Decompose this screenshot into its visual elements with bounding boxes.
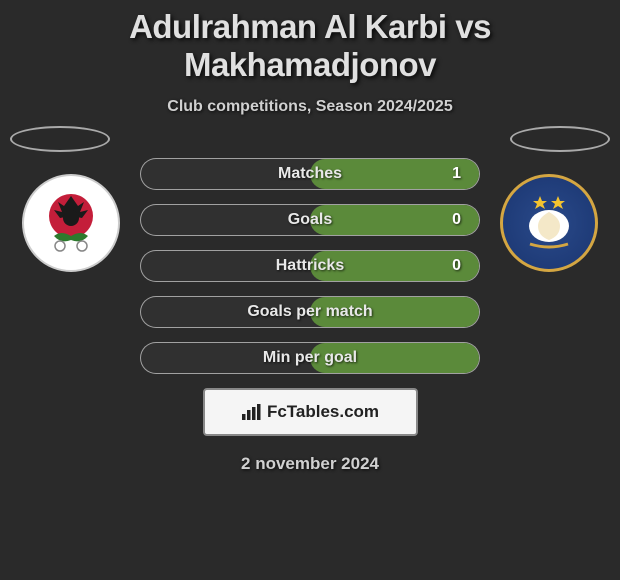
brand-label: FcTables.com bbox=[267, 402, 379, 422]
brand-badge: FcTables.com bbox=[203, 388, 418, 436]
stat-row-matches: Matches 1 bbox=[140, 158, 480, 190]
stat-value-right: 1 bbox=[452, 165, 461, 183]
stat-row-goals-per-match: Goals per match bbox=[140, 296, 480, 328]
bar-chart-icon bbox=[241, 403, 263, 421]
stat-label: Hattricks bbox=[276, 257, 344, 275]
stat-row-min-per-goal: Min per goal bbox=[140, 342, 480, 374]
date-text: 2 november 2024 bbox=[0, 454, 620, 474]
stat-label: Goals bbox=[288, 211, 332, 229]
brand-text: FcTables.com bbox=[241, 402, 379, 422]
stat-row-goals: Goals 0 bbox=[140, 204, 480, 236]
comparison-card: Adulrahman Al Karbi vs Makhamadjonov Clu… bbox=[0, 0, 620, 474]
stat-label: Goals per match bbox=[247, 303, 372, 321]
stat-label: Matches bbox=[278, 165, 342, 183]
subtitle: Club competitions, Season 2024/2025 bbox=[0, 98, 620, 116]
right-player-ellipse bbox=[510, 126, 610, 152]
stats-list: Matches 1 Goals 0 Hattricks 0 Goals per … bbox=[140, 158, 480, 374]
stat-value-right: 0 bbox=[452, 257, 461, 275]
stat-label: Min per goal bbox=[263, 349, 357, 367]
stats-content: Matches 1 Goals 0 Hattricks 0 Goals per … bbox=[0, 158, 620, 474]
stat-row-hattricks: Hattricks 0 bbox=[140, 250, 480, 282]
page-title: Adulrahman Al Karbi vs Makhamadjonov bbox=[0, 8, 620, 84]
left-player-ellipse bbox=[10, 126, 110, 152]
stat-value-right: 0 bbox=[452, 211, 461, 229]
